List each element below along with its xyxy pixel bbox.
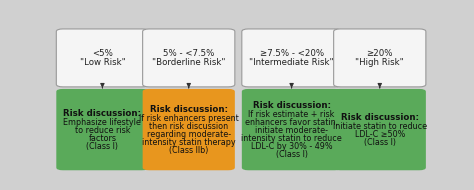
FancyBboxPatch shape xyxy=(56,89,148,170)
FancyBboxPatch shape xyxy=(334,89,426,170)
Text: Risk discussion:: Risk discussion: xyxy=(150,105,228,114)
Text: <5%: <5% xyxy=(92,49,113,58)
Text: If risk estimate + risk: If risk estimate + risk xyxy=(248,110,335,120)
Text: LDL-C by 30% - 49%: LDL-C by 30% - 49% xyxy=(251,142,332,151)
Text: (Class I): (Class I) xyxy=(275,150,308,159)
Text: (Class I): (Class I) xyxy=(364,138,396,147)
Text: Initiate statin to reduce: Initiate statin to reduce xyxy=(333,122,427,131)
Text: ≥7.5% - <20%: ≥7.5% - <20% xyxy=(260,49,324,58)
Text: intensity statin therapy: intensity statin therapy xyxy=(142,138,236,147)
Text: Emphasize lifestyle: Emphasize lifestyle xyxy=(64,118,141,127)
Text: regarding moderate-: regarding moderate- xyxy=(146,130,231,139)
Text: 5% - <7.5%: 5% - <7.5% xyxy=(163,49,214,58)
Text: then risk discussion: then risk discussion xyxy=(149,122,228,131)
Text: intensity statin to reduce: intensity statin to reduce xyxy=(241,134,342,143)
FancyBboxPatch shape xyxy=(143,29,235,87)
Text: Risk discussion:: Risk discussion: xyxy=(64,109,141,118)
Text: (Class I): (Class I) xyxy=(86,142,118,151)
Text: "Borderline Risk": "Borderline Risk" xyxy=(152,58,226,67)
Text: enhancers favor statin,: enhancers favor statin, xyxy=(245,118,338,127)
FancyBboxPatch shape xyxy=(56,29,148,87)
FancyBboxPatch shape xyxy=(143,89,235,170)
Text: (Class IIb): (Class IIb) xyxy=(169,146,209,155)
Text: Risk discussion:: Risk discussion: xyxy=(253,101,330,110)
Text: "Low Risk": "Low Risk" xyxy=(80,58,125,67)
Text: initiate moderate-: initiate moderate- xyxy=(255,126,328,135)
FancyBboxPatch shape xyxy=(242,89,341,170)
FancyBboxPatch shape xyxy=(334,29,426,87)
Text: "High Risk": "High Risk" xyxy=(356,58,404,67)
Text: factors: factors xyxy=(89,134,117,143)
Text: LDL-C ≥50%: LDL-C ≥50% xyxy=(355,130,405,139)
FancyBboxPatch shape xyxy=(242,29,341,87)
Text: "Intermediate Risk": "Intermediate Risk" xyxy=(249,58,334,67)
Text: Risk discussion:: Risk discussion: xyxy=(341,113,419,122)
Text: ≥20%: ≥20% xyxy=(366,49,393,58)
Text: to reduce risk: to reduce risk xyxy=(75,126,130,135)
Text: If risk enhancers present: If risk enhancers present xyxy=(139,114,238,123)
